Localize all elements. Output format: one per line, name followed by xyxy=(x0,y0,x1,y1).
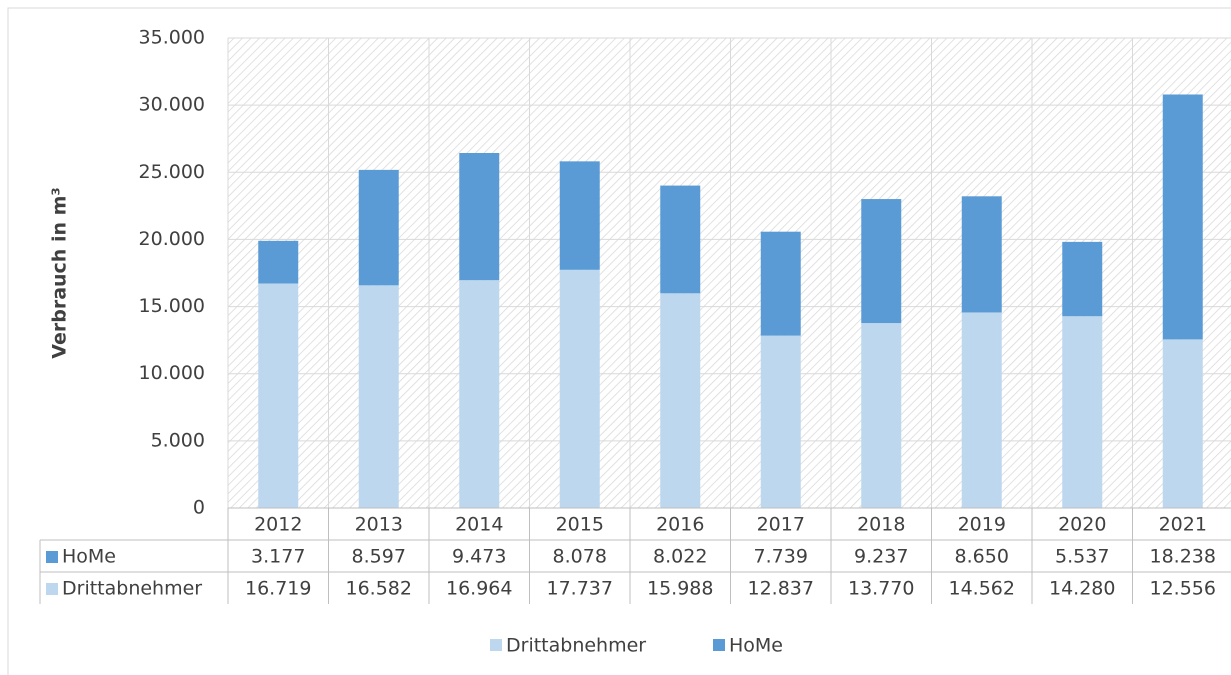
legend-key xyxy=(713,639,725,651)
bar-segment xyxy=(961,196,1002,313)
x-tick-label: 2020 xyxy=(1058,514,1106,536)
y-tick-label: 15.000 xyxy=(139,295,205,317)
bar-segment xyxy=(1162,339,1203,508)
table-cell: 13.770 xyxy=(848,578,914,600)
bar-segment xyxy=(961,312,1002,508)
legend-label: HoMe xyxy=(729,635,783,657)
y-tick-label: 30.000 xyxy=(139,94,205,116)
table-row-label: Drittabnehmer xyxy=(62,578,202,600)
table-cell: 3.177 xyxy=(251,546,305,568)
bar-segment xyxy=(1062,316,1103,508)
legend-key xyxy=(490,639,502,651)
bar-segment xyxy=(760,335,801,508)
bar-segment xyxy=(559,161,600,270)
table-cell: 8.078 xyxy=(553,546,607,568)
table-cell: 16.582 xyxy=(346,578,412,600)
bar-segment xyxy=(459,280,500,508)
bar-segment xyxy=(258,240,299,284)
table-legend-key xyxy=(46,583,58,595)
table-cell: 14.280 xyxy=(1049,578,1115,600)
y-tick-label: 0 xyxy=(193,497,205,519)
x-tick-label: 2018 xyxy=(857,514,905,536)
table-cell: 7.739 xyxy=(754,546,808,568)
bar-segment xyxy=(861,199,902,324)
x-tick-label: 2015 xyxy=(556,514,604,536)
y-tick-label: 25.000 xyxy=(139,161,205,183)
x-tick-label: 2019 xyxy=(958,514,1006,536)
bar-segment xyxy=(1162,94,1203,340)
x-tick-label: 2017 xyxy=(757,514,805,536)
bar-segment xyxy=(459,152,500,281)
bar-segment xyxy=(760,231,801,336)
bar-segment xyxy=(358,169,399,286)
table-cell: 5.537 xyxy=(1055,546,1109,568)
table-cell: 17.737 xyxy=(547,578,613,600)
x-tick-label: 2016 xyxy=(656,514,704,536)
bar-segment xyxy=(861,323,902,508)
table-cell: 16.964 xyxy=(446,578,512,600)
y-axis-label: Verbrauch in m³ xyxy=(49,187,71,358)
table-cell: 9.473 xyxy=(452,546,506,568)
table-row-label: HoMe xyxy=(62,546,116,568)
table-cell: 18.238 xyxy=(1150,546,1216,568)
table-cell: 15.988 xyxy=(647,578,713,600)
y-tick-label: 10.000 xyxy=(139,362,205,384)
table-cell: 9.237 xyxy=(854,546,908,568)
bar-segment xyxy=(559,269,600,508)
table-cell: 16.719 xyxy=(245,578,311,600)
x-tick-label: 2021 xyxy=(1159,514,1207,536)
table-cell: 12.837 xyxy=(748,578,814,600)
table-cell: 12.556 xyxy=(1150,578,1216,600)
table-cell: 8.022 xyxy=(653,546,707,568)
legend-label: Drittabnehmer xyxy=(506,635,646,657)
y-tick-label: 35.000 xyxy=(139,27,205,49)
bar-segment xyxy=(258,283,299,508)
table-cell: 8.650 xyxy=(955,546,1009,568)
y-tick-label: 20.000 xyxy=(139,228,205,250)
bar-segment xyxy=(358,285,399,508)
x-tick-label: 2013 xyxy=(355,514,403,536)
table-cell: 8.597 xyxy=(352,546,406,568)
bar-segment xyxy=(1062,241,1103,317)
x-tick-label: 2012 xyxy=(254,514,302,536)
table-legend-key xyxy=(46,551,58,563)
y-tick-label: 5.000 xyxy=(151,429,205,451)
chart-frame xyxy=(7,7,1231,675)
x-tick-label: 2014 xyxy=(455,514,503,536)
bar-segment xyxy=(660,293,701,508)
table-cell: 14.562 xyxy=(949,578,1015,600)
bar-segment xyxy=(660,185,701,294)
